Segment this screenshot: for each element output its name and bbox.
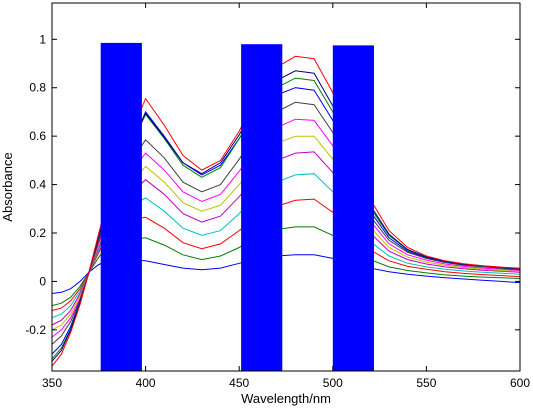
blue-bar-3 — [332, 45, 374, 372]
x-tick-label: 600 — [510, 376, 530, 390]
blue-bar-1 — [100, 42, 142, 372]
bar-layer — [100, 42, 374, 372]
y-tick-label: 0.8 — [29, 81, 46, 95]
x-tick-label: 400 — [136, 376, 156, 390]
y-axis-label: Absorbance — [0, 152, 15, 221]
x-tick-label: 450 — [229, 376, 249, 390]
y-tick-label: 0.6 — [29, 129, 46, 143]
y-tick-label: 0.4 — [29, 178, 46, 192]
x-axis-label: Wavelength/nm — [241, 391, 331, 406]
x-tick-label: 550 — [416, 376, 436, 390]
y-tick-label: 1 — [39, 32, 46, 46]
tick-layer: 350 400 450 500 550 600 -0.2 0 0.2 0.4 0.6 0.8 1 — [25, 3, 530, 390]
y-tick-label: -0.2 — [25, 323, 46, 337]
x-tick-label: 350 — [42, 376, 62, 390]
plot-frame — [51, 2, 521, 372]
y-tick-label: 0.2 — [29, 226, 46, 240]
x-tick-label: 500 — [323, 376, 343, 390]
y-tick-label: 0 — [39, 274, 46, 288]
blue-bar-2 — [241, 44, 283, 371]
